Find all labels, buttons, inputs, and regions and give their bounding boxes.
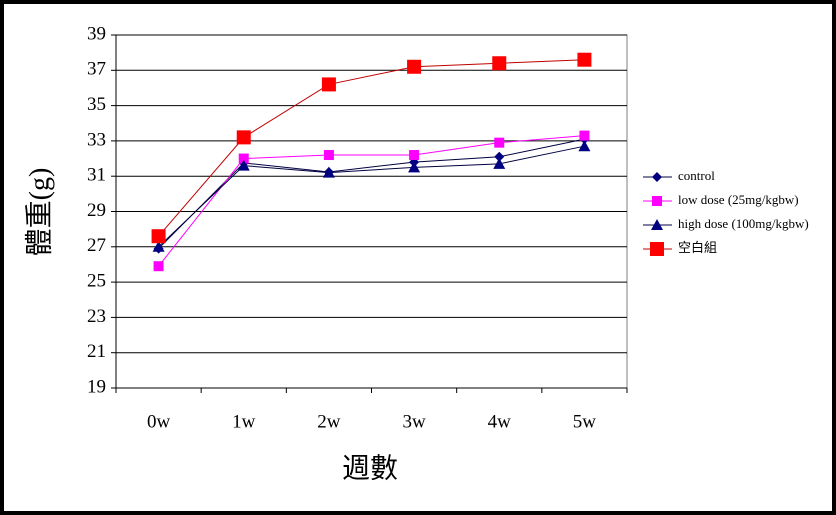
legend-label: 空白組 [678,240,717,255]
x-tick-label: 3w [402,411,426,432]
marker [236,130,251,145]
marker [408,161,421,173]
legend-marker [652,172,662,182]
marker [322,166,335,178]
x-tick-label: 4w [488,411,512,432]
legend-marker [652,196,662,206]
y-tick-label: 29 [87,200,106,221]
marker [237,159,250,171]
y-tick-label: 19 [87,376,106,397]
marker [494,137,505,148]
legend-marker [650,242,664,256]
legend-label: control [678,168,715,183]
x-axis-label: 週數 [342,452,398,484]
marker [494,151,505,162]
marker [578,140,591,152]
marker [493,157,506,169]
legend-marker [651,219,663,230]
y-tick-label: 27 [87,235,106,256]
marker [321,77,336,92]
y-tick-label: 31 [87,165,106,186]
series-line [158,59,585,237]
y-tick-label: 25 [87,270,106,291]
marker [151,229,166,244]
y-tick-label: 37 [87,59,106,80]
x-tick-label: 1w [232,411,256,432]
y-tick-label: 35 [87,94,106,115]
x-tick-label: 2w [317,411,341,432]
legend-label: low dose (25mg/kgbw) [678,192,799,207]
marker [238,153,249,164]
marker [152,240,165,252]
series-line [158,135,585,267]
marker [492,56,507,71]
marker [153,261,164,272]
marker [409,150,420,161]
y-tick-label: 21 [87,341,106,362]
series-line [158,145,585,248]
y-tick-label: 39 [87,23,106,44]
legend-label: high dose (100mg/kgbw) [678,216,809,231]
marker [577,52,592,67]
x-tick-label: 0w [147,411,171,432]
marker [579,130,590,141]
x-tick-label: 5w [573,411,597,432]
y-tick-label: 23 [87,306,106,327]
marker [407,59,422,74]
marker [323,150,334,161]
y-tick-label: 33 [87,129,106,150]
y-axis-label: 體重(g) [23,168,55,257]
